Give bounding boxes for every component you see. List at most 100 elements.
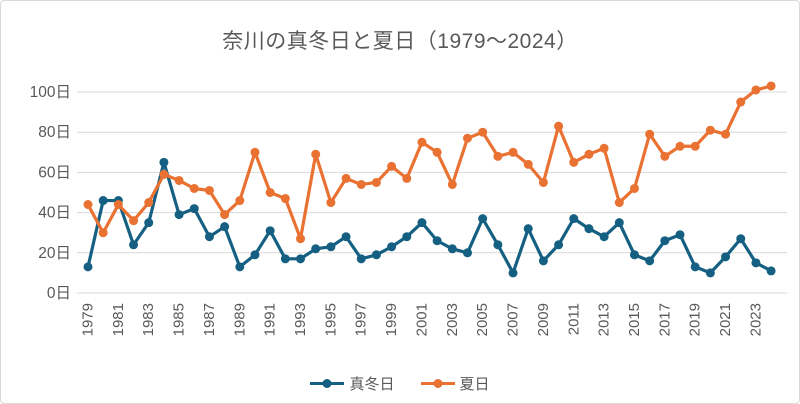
data-point bbox=[599, 232, 609, 242]
y-tick-label: 100日 bbox=[30, 84, 71, 101]
legend-item-mafuyubi[interactable]: 真冬日 bbox=[310, 373, 395, 394]
data-point bbox=[159, 157, 169, 167]
data-point bbox=[189, 183, 199, 193]
data-point bbox=[751, 258, 761, 268]
legend-label-mafuyubi: 真冬日 bbox=[349, 376, 395, 393]
x-tick-label: 1999 bbox=[383, 303, 400, 336]
x-tick-label: 1985 bbox=[171, 303, 188, 336]
x-tick-label: 1979 bbox=[80, 303, 97, 336]
series-夏日 bbox=[83, 81, 776, 244]
data-point bbox=[432, 147, 442, 157]
data-point bbox=[280, 254, 290, 264]
data-point bbox=[144, 218, 154, 228]
data-point bbox=[645, 129, 655, 139]
data-point bbox=[356, 179, 366, 189]
data-point bbox=[113, 200, 123, 210]
data-point bbox=[265, 226, 275, 236]
data-point bbox=[189, 204, 199, 214]
x-tick-label: 2005 bbox=[474, 303, 491, 336]
data-point bbox=[721, 129, 731, 139]
x-tick-label: 1987 bbox=[201, 303, 218, 336]
data-point bbox=[523, 224, 533, 234]
data-point bbox=[599, 143, 609, 153]
legend: 真冬日 夏日 bbox=[1, 373, 799, 394]
data-point bbox=[538, 177, 548, 187]
data-point bbox=[311, 244, 321, 254]
data-point bbox=[144, 198, 154, 208]
data-point bbox=[523, 159, 533, 169]
data-point bbox=[432, 236, 442, 246]
data-point bbox=[751, 85, 761, 95]
x-tick-label: 2009 bbox=[535, 303, 552, 336]
x-tick-label: 2011 bbox=[565, 303, 582, 335]
data-point bbox=[447, 179, 457, 189]
data-point bbox=[493, 151, 503, 161]
data-point bbox=[721, 252, 731, 262]
data-point bbox=[387, 242, 397, 252]
data-point bbox=[629, 250, 639, 260]
y-gridlines bbox=[77, 91, 787, 294]
data-point bbox=[174, 175, 184, 185]
data-point bbox=[675, 230, 685, 240]
data-point bbox=[356, 254, 366, 264]
x-axis-labels: 1979 1981 1983 1985 1987 1989 1991 1993 1995 1997… bbox=[80, 303, 765, 336]
data-point bbox=[463, 133, 472, 143]
x-tick-label: 2023 bbox=[747, 303, 764, 336]
x-tick-label: 2001 bbox=[413, 303, 430, 336]
data-point bbox=[402, 173, 412, 183]
data-point bbox=[371, 250, 381, 260]
line-marker-icon bbox=[420, 379, 455, 388]
data-point bbox=[402, 232, 412, 242]
data-point bbox=[569, 214, 579, 224]
data-point bbox=[220, 210, 230, 220]
x-tick-label: 2007 bbox=[505, 303, 522, 336]
y-tick-label: 20日 bbox=[38, 245, 71, 262]
data-point bbox=[387, 161, 397, 171]
data-point bbox=[417, 137, 427, 147]
data-point bbox=[371, 177, 381, 187]
data-point bbox=[569, 157, 579, 167]
data-point bbox=[690, 141, 700, 151]
data-point bbox=[660, 151, 670, 161]
data-point bbox=[584, 224, 594, 234]
data-point bbox=[736, 234, 746, 244]
data-point bbox=[250, 147, 260, 157]
data-point bbox=[736, 97, 746, 107]
data-point bbox=[614, 218, 624, 228]
data-point bbox=[629, 183, 639, 193]
data-point bbox=[508, 147, 518, 157]
x-tick-label: 1991 bbox=[262, 303, 279, 336]
data-point bbox=[554, 240, 564, 250]
data-point bbox=[341, 232, 351, 242]
data-point bbox=[311, 149, 321, 159]
data-point bbox=[159, 169, 169, 179]
data-point bbox=[235, 262, 245, 272]
y-tick-label: 80日 bbox=[38, 124, 71, 141]
data-point bbox=[265, 188, 275, 197]
x-tick-label: 2013 bbox=[596, 303, 613, 336]
data-point bbox=[478, 214, 488, 224]
data-point bbox=[447, 244, 457, 254]
x-tick-label: 1981 bbox=[110, 303, 127, 336]
legend-item-natsubi[interactable]: 夏日 bbox=[420, 373, 490, 394]
y-tick-label: 0日 bbox=[47, 285, 71, 302]
data-point bbox=[705, 125, 715, 135]
data-point bbox=[660, 236, 670, 246]
series-line bbox=[86, 84, 772, 241]
data-point bbox=[296, 234, 306, 244]
data-point bbox=[129, 240, 139, 250]
data-point bbox=[584, 149, 594, 159]
data-point bbox=[83, 262, 93, 272]
data-point bbox=[614, 198, 624, 208]
x-tick-label: 1997 bbox=[353, 303, 370, 336]
data-point bbox=[690, 262, 700, 272]
data-point bbox=[204, 185, 214, 195]
line-marker-icon bbox=[310, 379, 345, 388]
data-point bbox=[493, 240, 503, 250]
x-tick-label: 2019 bbox=[687, 303, 704, 336]
data-point bbox=[129, 216, 139, 226]
data-point bbox=[296, 254, 306, 264]
data-point bbox=[341, 173, 351, 183]
